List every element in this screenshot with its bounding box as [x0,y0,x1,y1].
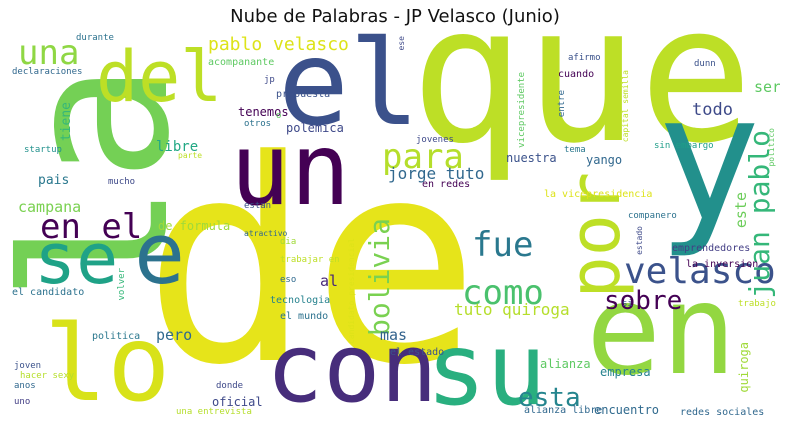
word-que: que [410,32,754,185]
word-como: como [462,273,544,313]
word-tema: tema [564,145,586,155]
word-en-redes: en redes [422,179,471,190]
word-una-entrevista: una entrevista [176,407,252,417]
word-trabajar-en: trabajar en [280,255,340,265]
word-vicepresidente: vicepresidente [517,72,527,148]
word-el-estado: el estado [390,347,445,358]
word-libre: libre [156,139,199,155]
word-pero: pero [156,326,193,344]
word-jorge-tuto: jorge tuto [388,164,485,183]
word-dunn: dunn [694,59,716,69]
word-joven: joven [14,361,42,371]
word-su: su [426,311,547,424]
word-ser: ser [754,78,780,96]
word-con: con [266,314,438,424]
word-la-vicepresidencia: la vicepresidencia [544,189,653,200]
word-polemica: polemica [286,121,344,135]
word-para: para [382,137,464,177]
word-si: si [622,299,633,309]
word-pablo-velasco: pablo velasco [208,34,349,55]
word-en-el: en el [40,207,143,247]
word-ese: ese [397,36,406,51]
word-redes-sociales: redes sociales [680,407,765,418]
word-de: de [143,101,481,424]
word-bolivia: bolivia [363,218,396,337]
word-empresa: empresa [600,365,651,379]
word-fue: fue [472,225,534,265]
word-otros: otros [244,119,272,129]
word-velasco: velasco [624,251,776,292]
word-una: una [18,33,80,73]
word-la-inversion: la inversion [686,259,759,270]
word-oficial: oficial [212,395,263,409]
word-companero: companero [628,211,677,221]
word-tiene: tiene [59,102,74,142]
word-todo: todo [692,100,733,120]
word-alianza: alianza [540,357,591,371]
chart-title: Nube de Palabras - JP Velasco (Junio) [230,6,560,27]
word-acompanante: acompanante [208,57,275,68]
word-tecnologia: tecnologia [270,295,331,306]
word-volver: volver [117,268,127,301]
word-mas: mas [380,326,408,344]
word-candidato-presidencial: candidato presidencial [347,238,356,344]
word-cuando: cuando [558,69,595,80]
word-tenemos: tenemos [238,105,289,119]
word-estan: estan [244,201,272,211]
word-un: un [230,111,351,228]
word-eso: eso [280,275,297,285]
word-campana: campana [18,198,82,216]
word-quiroga: quiroga [737,342,751,393]
word-nuestra: nuestra [506,151,557,165]
word-sobre: sobre [604,286,683,316]
word-atractivo: atractivo [244,229,288,238]
word-y: y [656,58,762,261]
word-cloud: de la que el y en un con su lo por del s… [8,32,780,424]
word-jp: jp [264,75,275,85]
word-se: se [34,218,119,300]
word-mucho: mucho [108,177,136,187]
word-propuesta: propuesta [276,89,331,100]
word-el-mundo: el mundo [280,311,329,322]
word-e: e [134,205,186,304]
word-anos: anos [14,381,36,391]
word-estado: estado [635,226,644,255]
word-encuentro: encuentro [594,403,660,417]
word-dia: dia [280,237,297,247]
word-de-formula: de formula [158,219,231,233]
word-esta: esta [518,383,581,413]
word-entre: entre [557,90,567,118]
word-trabajo: trabajo [738,299,776,309]
word-el: el [278,32,421,152]
word-hacer-sexy: hacer sexy [20,371,75,381]
word-o: o [276,111,282,121]
word-afirmo: afirmo [568,53,601,63]
word-politica: politica [92,331,141,342]
word-yango: yango [586,153,623,167]
word-parte: parte [178,151,203,160]
word-politico: politico [767,128,776,167]
word-tuto-quiroga: tuto quiroga [454,300,570,319]
word-emprendedores: emprendedores [672,243,751,254]
word-durante: durante [76,33,114,43]
word-al: al [320,272,339,290]
word-del: del [96,36,223,118]
word-alianza-libre: alianza libre [524,405,603,416]
word-sin-embargo: sin embargo [654,141,714,151]
word-capital-semilla: capital semilla [621,70,630,143]
word-declaraciones: declaraciones [12,67,83,77]
word-este: este [732,192,750,229]
word-en: en [586,258,737,403]
word-jovenes: jovenes [416,135,454,145]
word-donde: donde [216,381,244,391]
word-lo: lo [44,303,171,424]
word-pais: pais [38,173,70,188]
word-el-candidato: el candidato [12,287,85,298]
word-startup: startup [24,145,62,155]
word-uno: uno [14,397,31,407]
